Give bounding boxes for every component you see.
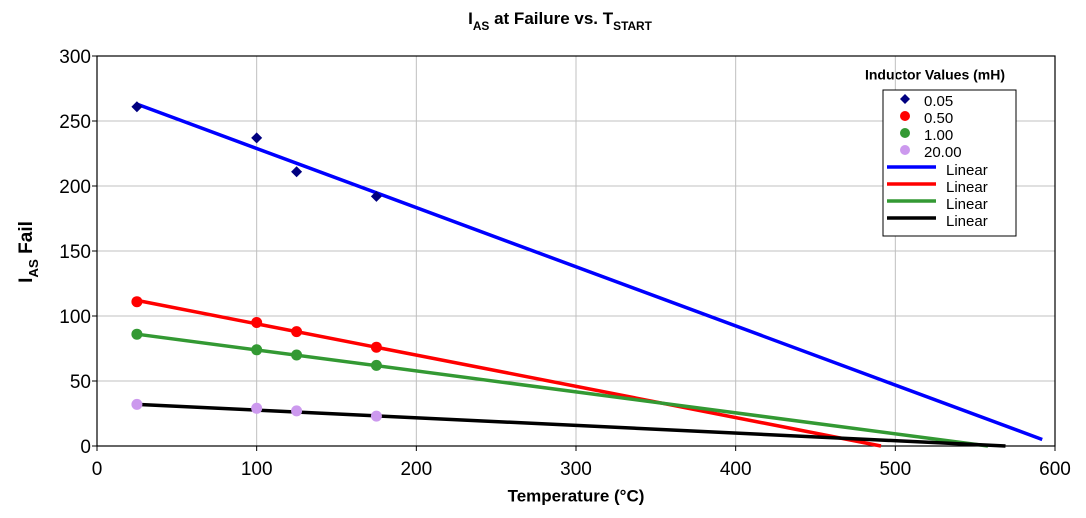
legend-label: Linear [946,162,988,179]
trendline [136,298,882,448]
legend-swatch [900,111,910,121]
point [251,344,263,356]
x-tick-label: 0 [92,459,103,480]
y-tick-label: 0 [80,437,91,458]
point [131,296,143,308]
text-part: AS [473,19,490,33]
x-tick-label: 200 [400,459,432,480]
legend-label: 20.00 [924,144,962,161]
legend-swatch [900,145,910,155]
y-tick-label: 250 [59,112,91,133]
y-tick-label: 200 [59,177,91,198]
point [291,405,303,417]
point [370,410,382,422]
text-part: I [468,9,473,28]
point [251,317,263,328]
x-tick-label: 500 [879,459,911,480]
point [131,101,143,113]
point [370,359,382,371]
text-part: START [613,19,652,33]
point [131,328,143,340]
text-part: Fail [16,221,37,259]
legend-title: Inductor Values (mH) [865,67,1005,83]
chart-title: IAS at Failure vs. TSTART [468,9,653,33]
x-tick-label: 400 [720,459,752,480]
point [370,190,382,202]
legend-label: Linear [946,179,988,196]
legend-label: 1.00 [924,127,953,144]
legend: 0.050.501.0020.00LinearLinearLinearLinea… [882,89,1017,237]
trendline [136,102,1043,442]
y-axis-label: IAS Fail [16,221,41,283]
text-part: AS [26,259,41,278]
legend-marker [900,111,910,121]
legend-swatch [900,128,910,138]
trendline [136,332,989,448]
trendline [136,402,1006,448]
text-part: I [16,278,37,283]
point [251,132,263,144]
text-part: at Failure vs. T [489,9,613,28]
y-tick-label: 150 [59,242,91,263]
point [291,349,303,361]
point [370,341,382,353]
point [291,326,303,338]
x-tick-label: 600 [1039,459,1071,480]
y-tick-label: 50 [70,372,91,393]
x-tick-label: 300 [560,459,592,480]
legend-label: Linear [946,213,988,230]
point [291,166,303,178]
legend-marker [900,94,910,104]
legend-label: 0.05 [924,93,953,110]
point [251,402,263,414]
x-axis-label: Temperature (°C) [508,486,645,505]
plot-frame [96,55,1056,447]
point [131,398,143,410]
legend-marker [900,128,910,138]
legend-marker [900,145,910,155]
legend-label: 0.50 [924,110,953,127]
y-tick-label: 300 [59,47,91,68]
legend-label: Linear [946,196,988,213]
legend-swatch [900,94,910,104]
x-tick-label: 100 [241,459,273,480]
y-tick-label: 100 [59,307,91,328]
